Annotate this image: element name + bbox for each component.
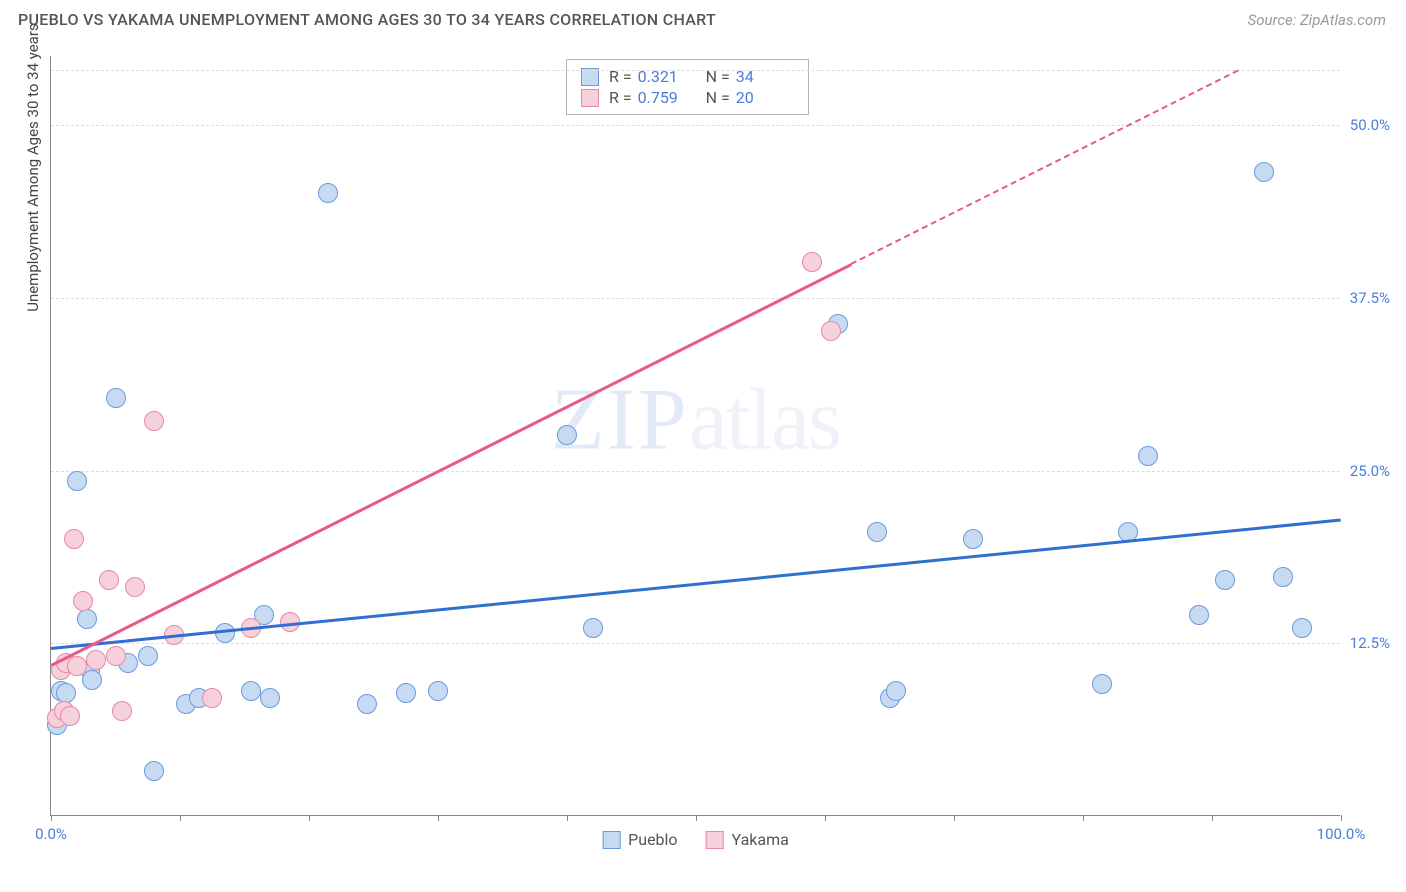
- x-tick-label: 100.0%: [1317, 825, 1366, 843]
- watermark: ZIPatlas: [551, 370, 840, 471]
- chart-title: PUEBLO VS YAKAMA UNEMPLOYMENT AMONG AGES…: [18, 10, 716, 29]
- data-point: [144, 411, 164, 431]
- correlation-stats-box: R =0.321N =34R =0.759N =20: [566, 59, 809, 115]
- y-tick-label: 50.0%: [1350, 116, 1390, 134]
- data-point: [86, 650, 106, 670]
- data-point: [82, 670, 102, 690]
- data-point: [428, 681, 448, 701]
- data-point: [1189, 605, 1209, 625]
- data-point: [64, 529, 84, 549]
- data-point: [1292, 618, 1312, 638]
- data-point: [202, 688, 222, 708]
- data-point: [106, 646, 126, 666]
- data-point: [99, 570, 119, 590]
- data-point: [1092, 674, 1112, 694]
- x-tick: [438, 815, 439, 821]
- data-point: [821, 321, 841, 341]
- legend-label: Pueblo: [628, 830, 677, 849]
- x-tick: [696, 815, 697, 821]
- data-point: [60, 706, 80, 726]
- data-point: [241, 681, 261, 701]
- grid-line: [51, 298, 1340, 299]
- legend-item: Pueblo: [602, 830, 677, 849]
- data-point: [867, 522, 887, 542]
- watermark-prefix: ZIP: [551, 372, 689, 469]
- data-point: [260, 688, 280, 708]
- grid-line: [51, 643, 1340, 644]
- stat-label-r: R =: [609, 88, 632, 107]
- data-point: [67, 656, 87, 676]
- source-attribution: Source: ZipAtlas.com: [1248, 11, 1386, 29]
- data-point: [802, 252, 822, 272]
- chart-header: PUEBLO VS YAKAMA UNEMPLOYMENT AMONG AGES…: [0, 0, 1406, 39]
- data-point: [144, 761, 164, 781]
- y-tick-label: 12.5%: [1350, 634, 1390, 652]
- data-point: [1254, 162, 1274, 182]
- y-tick-label: 25.0%: [1350, 462, 1390, 480]
- data-point: [1138, 446, 1158, 466]
- stat-value-r: 0.759: [638, 88, 696, 107]
- grid-line: [51, 471, 1340, 472]
- data-point: [1273, 567, 1293, 587]
- x-tick: [1083, 815, 1084, 821]
- data-point: [77, 609, 97, 629]
- data-point: [138, 646, 158, 666]
- stats-row: R = 0.759 N = 20: [581, 87, 794, 108]
- legend-label: Yakama: [732, 830, 789, 849]
- data-point: [886, 681, 906, 701]
- trend-line: [850, 70, 1238, 265]
- legend-swatch: [706, 831, 724, 849]
- data-point: [125, 577, 145, 597]
- trend-line: [50, 263, 851, 666]
- watermark-suffix: atlas: [689, 372, 840, 469]
- chart-container: Unemployment Among Ages 30 to 34 years Z…: [50, 56, 1390, 846]
- data-point: [396, 683, 416, 703]
- data-point: [318, 183, 338, 203]
- data-point: [583, 618, 603, 638]
- series-swatch: [581, 89, 599, 107]
- y-axis-label: Unemployment Among Ages 30 to 34 years: [24, 23, 42, 311]
- stat-label-n: N =: [706, 88, 730, 107]
- x-tick: [954, 815, 955, 821]
- grid-line: [51, 70, 1340, 71]
- data-point: [357, 694, 377, 714]
- stat-value-n: 20: [736, 88, 794, 107]
- grid-line: [51, 125, 1340, 126]
- data-point: [73, 591, 93, 611]
- x-tick: [825, 815, 826, 821]
- data-point: [112, 701, 132, 721]
- x-tick: [309, 815, 310, 821]
- legend-swatch: [602, 831, 620, 849]
- data-point: [67, 471, 87, 491]
- x-tick: [1341, 815, 1342, 821]
- x-tick: [1212, 815, 1213, 821]
- x-tick: [180, 815, 181, 821]
- x-tick: [51, 815, 52, 821]
- data-point: [963, 529, 983, 549]
- x-tick-label: 0.0%: [35, 825, 67, 843]
- data-point: [557, 425, 577, 445]
- data-point: [56, 683, 76, 703]
- series-legend: Pueblo Yakama: [602, 830, 789, 849]
- plot-area: ZIPatlas R =0.321N =34R =0.759N =20 Pueb…: [50, 56, 1340, 816]
- y-tick-label: 37.5%: [1350, 289, 1390, 307]
- data-point: [106, 388, 126, 408]
- legend-item: Yakama: [706, 830, 789, 849]
- x-tick: [567, 815, 568, 821]
- data-point: [1215, 570, 1235, 590]
